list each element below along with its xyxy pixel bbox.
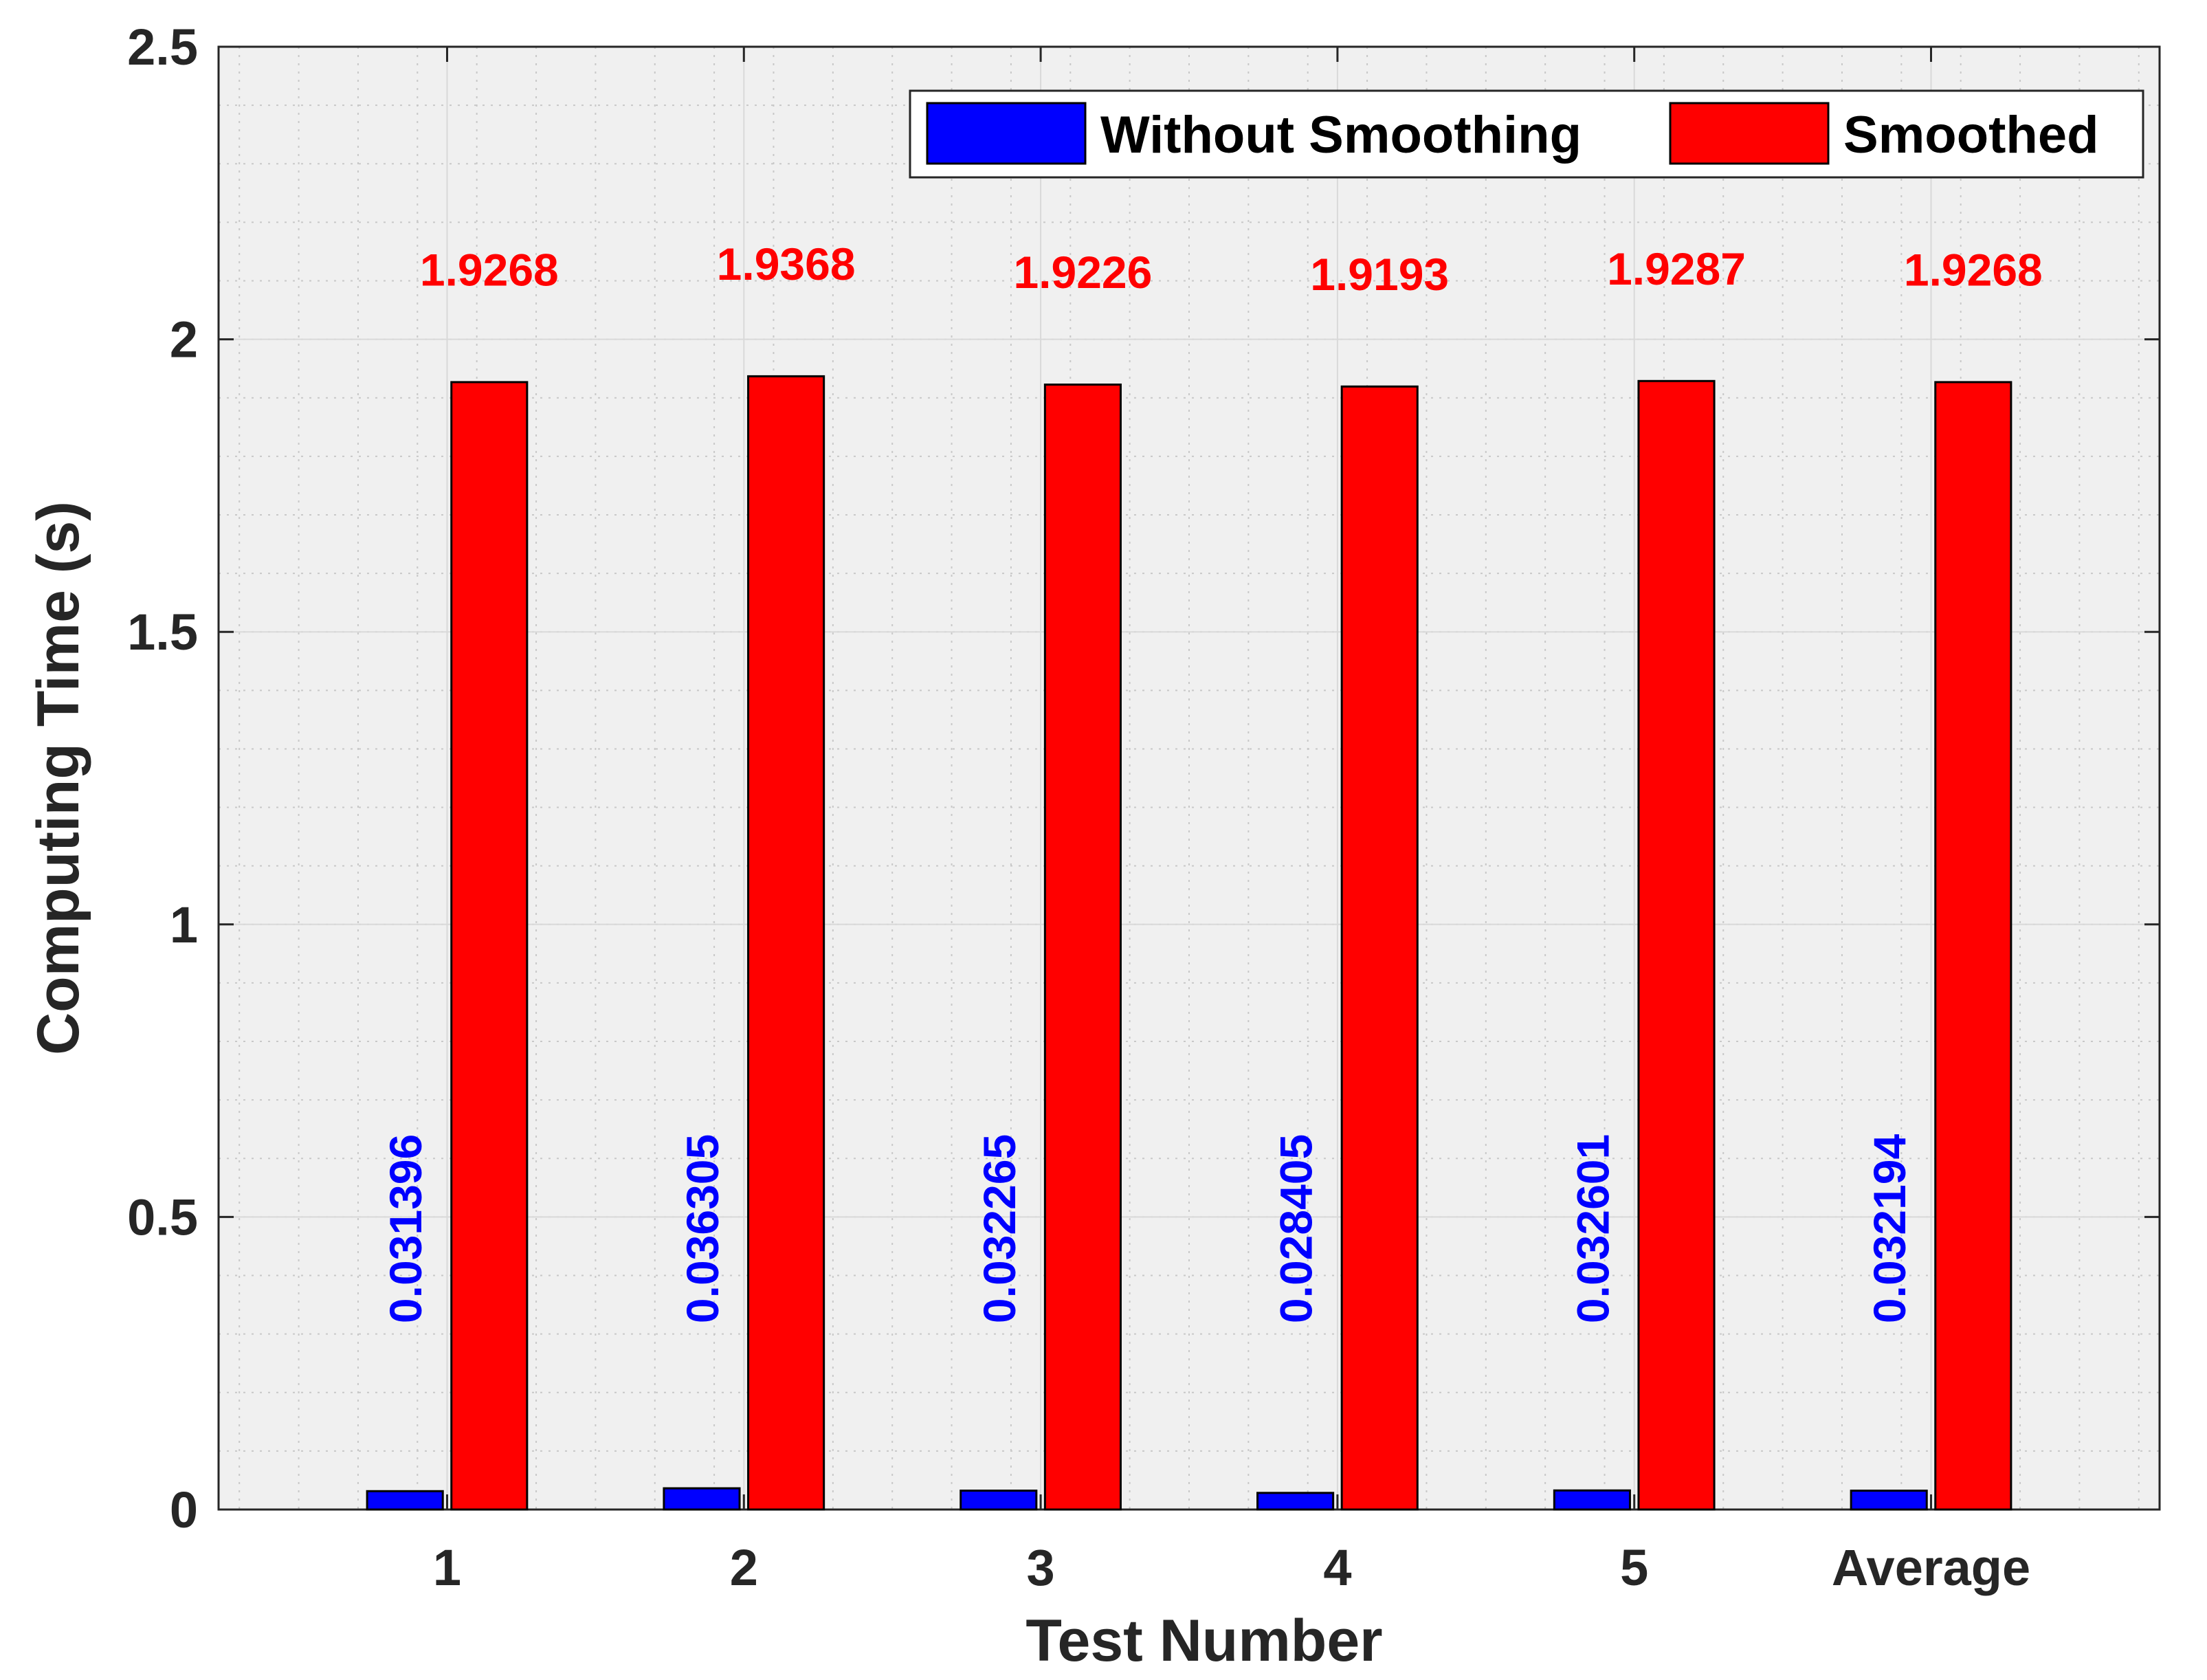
plot-area [219,47,2160,1510]
bar-without-smoothing [1553,1489,1631,1511]
legend: Without Smoothing Smoothed [909,89,2144,179]
data-label-without-smoothing: 0.032265 [974,1134,1025,1323]
data-label-without-smoothing: 0.032601 [1567,1134,1618,1323]
bar-without-smoothing [663,1487,741,1511]
bars [366,375,2012,1511]
y-tick-label: 2.5 [127,19,198,76]
y-axis-title: Computing Time (s) [25,501,91,1055]
x-tick-label: 1 [433,1539,461,1596]
x-axis-title: Test Number [1025,1608,1382,1674]
bar-smoothed [747,375,825,1511]
bar-smoothed [450,381,529,1511]
legend-swatch-smoothed [1669,102,1830,165]
bar-smoothed [1637,379,1716,1511]
data-labels: 0.031396 1.9268 0.036305 1.9368 0.032265 1.92… [380,239,2043,1323]
legend-box [909,89,2144,179]
y-tick-label: 0.5 [127,1189,198,1246]
data-label-smoothed: 1.9268 [1904,244,2043,295]
y-tick-label: 2 [170,311,198,368]
data-label-without-smoothing: 0.031396 [380,1134,431,1323]
bar-without-smoothing [1850,1490,1928,1511]
data-label-without-smoothing: 0.028405 [1271,1134,1322,1323]
bar-smoothed [1934,381,2012,1511]
plot-border [217,45,2161,1511]
x-axis: 1 2 3 4 5 Average [433,47,2030,1596]
x-tick-label: 4 [1323,1539,1351,1596]
legend-swatch-without-smoothing [926,102,1087,165]
legend-label-smoothed: Smoothed [1843,106,2099,164]
x-tick-label: 5 [1620,1539,1648,1596]
data-label-smoothed: 1.9226 [1013,247,1152,298]
bar-smoothed [1340,385,1419,1511]
y-tick-label: 1 [170,896,198,953]
data-label-smoothed: 1.9368 [717,239,856,289]
y-tick-label: 0 [170,1481,198,1538]
data-label-without-smoothing: 0.032194 [1864,1134,1915,1323]
y-axis: 0 0.5 1 1.5 2 2.5 [127,19,2160,1538]
data-label-smoothed: 1.9268 [420,244,559,295]
x-tick-label: 3 [1027,1539,1055,1596]
y-tick-label: 1.5 [127,604,198,661]
data-label-without-smoothing: 0.036305 [677,1134,728,1323]
x-tick-label: Average [1832,1539,2030,1596]
bar-without-smoothing [366,1490,444,1511]
bar-smoothed [1043,383,1122,1511]
bar-without-smoothing [960,1490,1038,1511]
data-label-smoothed: 1.9193 [1310,249,1449,300]
bar-without-smoothing [1256,1492,1335,1511]
data-label-smoothed: 1.9287 [1607,243,1746,294]
x-tick-label: 2 [730,1539,758,1596]
legend-label-without-smoothing: Without Smoothing [1100,106,1582,164]
